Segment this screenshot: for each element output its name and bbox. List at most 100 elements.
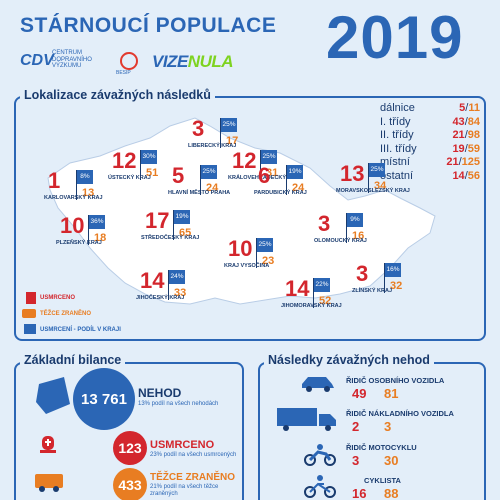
region-share: 19% (174, 210, 190, 224)
region-pole (313, 278, 314, 308)
crash-icon (36, 377, 70, 414)
consequence-injuries: 88 (384, 486, 399, 500)
region-share: 9% (347, 213, 363, 227)
consequence-injuries: 81 (384, 386, 399, 401)
region-injuries: 65 (179, 227, 192, 239)
region-share: 36% (89, 215, 105, 229)
region-injuries: 24 (206, 182, 219, 194)
map-outline (47, 117, 436, 305)
region-pole (173, 210, 174, 240)
region-injuries: 52 (319, 295, 332, 307)
czech-map (47, 117, 436, 305)
region-injuries: 13 (82, 187, 95, 199)
region-deaths: 14 (140, 268, 165, 293)
killed-label: USMRCENO (150, 439, 215, 451)
region-pole (88, 215, 89, 245)
region-deaths: 13 (340, 161, 365, 186)
page-title: STÁRNOUCÍ POPULACE (20, 14, 277, 37)
injured-value: 433 (113, 468, 147, 500)
road-row: I. třídy 43/84 (380, 115, 480, 128)
region-deaths: 3 (192, 116, 205, 141)
region-deaths: 12 (232, 148, 257, 173)
consequence-deaths: 2 (352, 419, 360, 434)
injured-key-label: TĚŽCE ZRANĚNO (40, 311, 91, 317)
consequences-section-title: Následky závažných nehod (264, 353, 434, 367)
vize-nula-logo: VIZENULA (152, 52, 234, 71)
region-pole (76, 170, 77, 200)
share-key-label: USMRCENÍ - PODÍL V KRAJI (40, 327, 121, 333)
region-deaths: 3 (356, 261, 369, 286)
region-deaths: 17 (145, 208, 170, 233)
map-section-title: Lokalizace závažných následků (20, 88, 215, 102)
accidents-sub: 13% podíl na všech nehodách (138, 401, 219, 407)
region-share: 25% (221, 118, 237, 132)
tombstone-icon (40, 436, 56, 453)
besip-logo-text: BESIP (116, 70, 131, 76)
region-injuries: 51 (146, 167, 159, 179)
region-share: 25% (257, 238, 273, 252)
region-injuries: 16 (352, 230, 365, 242)
region-name: OLOMOUCKÝ KRAJ (314, 238, 367, 244)
region-name: MORAVSKOSLEZSKÝ KRAJ (336, 188, 410, 194)
map-panel (14, 96, 486, 341)
region-name: PLZEŇSKÝ KRAJ (56, 240, 102, 246)
region-name: KRÁLOVEHRADECKÝ KRAJ (228, 175, 303, 181)
road-row: místní 21/125 (380, 156, 480, 168)
road-row: dálnice 5/11 (380, 102, 480, 114)
region-deaths: 1 (48, 168, 61, 193)
region-name: HLAVNÍ MĚSTO PRAHA (168, 190, 231, 196)
consequence-injuries: 3 (384, 419, 392, 434)
region-injuries: 31 (266, 167, 279, 179)
region-share: 25% (369, 163, 385, 177)
region-name: PARDUBICKÝ KRAJ (254, 190, 307, 196)
region-pole (168, 270, 169, 300)
ambulance-key-icon (22, 309, 36, 318)
ambulance-icon (35, 474, 63, 492)
region-name: JIHOMORAVSKÝ KRAJ (281, 303, 342, 309)
besip-logo-icon (120, 52, 138, 70)
region-deaths: 6 (258, 163, 271, 188)
truck-icon (277, 408, 336, 431)
accidents-value: 13 761 (73, 368, 135, 430)
region-share: 30% (141, 150, 157, 164)
motorcycle-icon (304, 444, 336, 466)
cdv-logo-text: CENTRUM DOPRAVNÍHO VÝZKUMU (52, 50, 92, 69)
region-pole (140, 150, 141, 180)
region-pole (256, 238, 257, 268)
basic-panel (14, 362, 244, 500)
region-name: LIBERECKÝ KRAJ (188, 143, 237, 149)
region-pole (346, 213, 347, 243)
region-pole (368, 163, 369, 193)
region-deaths: 12 (112, 148, 137, 173)
region-pole (260, 150, 261, 180)
region-share: 24% (169, 270, 185, 284)
region-name: ZLÍNSKÝ KRAJ (352, 288, 393, 294)
injured-sub: 21% podíl na všech těžce (150, 484, 219, 490)
basic-section-title: Základní bilance (20, 353, 126, 367)
road-row: III. třídy 19/59 (380, 142, 480, 155)
consequence-label: CYKLISTA (364, 476, 401, 485)
region-share: 8% (77, 170, 93, 184)
year-title: 2019 (326, 4, 464, 71)
region-deaths: 14 (285, 276, 310, 301)
region-pole (384, 263, 385, 293)
cdv-logo: CDV (20, 52, 54, 69)
region-name: KRAJ VYSOČINA (224, 263, 270, 269)
share-key-icon (24, 324, 36, 334)
road-type-table: dálnice 5/11 I. třídy 43/84 II. třídy 21/98… (380, 102, 480, 183)
region-injuries: 17 (226, 135, 239, 147)
region-injuries: 23 (262, 255, 275, 267)
region-deaths: 10 (60, 213, 85, 238)
road-row: ostatní 14/56 (380, 169, 480, 182)
killed-value: 123 (113, 431, 147, 465)
region-pole (220, 118, 221, 148)
consequence-deaths: 3 (352, 453, 360, 468)
region-deaths: 3 (318, 211, 331, 236)
consequence-label: ŘIDIČ NÁKLADNÍHO VOZIDLA (346, 409, 454, 418)
region-injuries: 32 (390, 280, 403, 292)
region-share: 19% (287, 165, 303, 179)
car-icon (302, 377, 334, 392)
consequence-deaths: 16 (352, 486, 367, 500)
region-deaths: 10 (228, 236, 253, 261)
region-injuries: 34 (374, 180, 387, 192)
